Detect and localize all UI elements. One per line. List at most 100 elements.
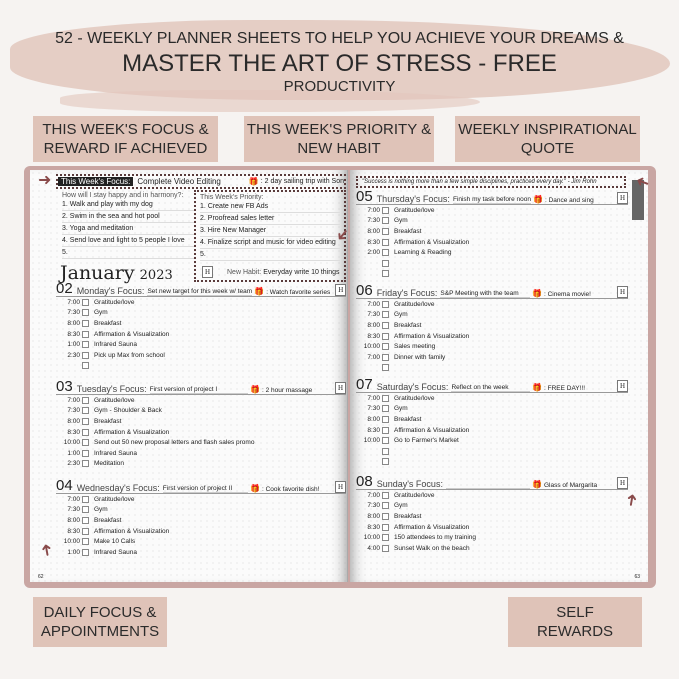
- appointment-checkbox[interactable]: [382, 534, 389, 542]
- appointment-checkbox[interactable]: [382, 544, 389, 552]
- appointment-time: 7:30: [367, 405, 380, 413]
- appointment-text: Affirmation & Visualization: [94, 330, 170, 338]
- appointment-time: 8:00: [367, 227, 380, 235]
- appointment-text: Breakfast: [394, 321, 422, 329]
- appointment-row: 7:00 Gratitude/love: [56, 494, 346, 505]
- appointment-checkbox[interactable]: [382, 415, 389, 423]
- appointment-checkbox[interactable]: [82, 407, 89, 415]
- appointment-time: 7:00: [367, 491, 380, 499]
- appointment-checkbox[interactable]: [382, 332, 389, 340]
- appointment-checkbox[interactable]: [382, 364, 389, 372]
- appointment-checkbox[interactable]: [382, 321, 389, 329]
- habit-value: Everyday write 10 things: [263, 268, 340, 276]
- appointment-checkbox[interactable]: [382, 227, 389, 235]
- habit-tracker-box: H: [617, 286, 628, 298]
- appointment-checkbox[interactable]: [82, 341, 89, 349]
- appointment-text: Sales meeting: [394, 343, 436, 351]
- page-number-left: 62: [38, 574, 44, 580]
- appointment-time: 8:30: [67, 428, 80, 436]
- appointment-checkbox[interactable]: [382, 458, 389, 466]
- appointment-text: Gratitude/love: [94, 298, 135, 306]
- appointment-text: Breakfast: [394, 512, 422, 520]
- appointment-row: [356, 446, 628, 457]
- appointment-time: 8:30: [367, 238, 380, 246]
- gift-icon: 🎁: [248, 177, 259, 186]
- appointment-checkbox[interactable]: [382, 426, 389, 434]
- appointment-checkbox[interactable]: [82, 538, 89, 546]
- happy-item: 5.: [62, 247, 194, 259]
- appointment-checkbox[interactable]: [82, 362, 89, 370]
- appointment-time: 7:30: [67, 506, 80, 514]
- appointment-time: 10:00: [63, 538, 80, 546]
- habit-tracker-box: H: [617, 477, 628, 489]
- appointment-time: 7:00: [67, 396, 80, 404]
- appointment-text: Gym: [94, 309, 108, 317]
- appointment-text: Breakfast: [94, 417, 122, 425]
- appointment-time: 10:00: [363, 534, 380, 542]
- appointment-checkbox[interactable]: [82, 396, 89, 404]
- appointment-checkbox[interactable]: [382, 502, 389, 510]
- year: 2023: [139, 268, 173, 283]
- appointment-checkbox[interactable]: [82, 460, 89, 468]
- appointment-checkbox[interactable]: [82, 319, 89, 327]
- appointment-checkbox[interactable]: [82, 449, 89, 457]
- appointment-row: 7:00 Gratitude/love: [356, 393, 628, 404]
- appointment-checkbox[interactable]: [382, 523, 389, 531]
- appointment-row: 7:30 Gym: [56, 308, 346, 319]
- appointment-checkbox[interactable]: [382, 300, 389, 308]
- label-focus: THIS WEEK'S FOCUS & REWARD IF ACHIEVED: [33, 116, 218, 162]
- appointment-checkbox[interactable]: [382, 491, 389, 499]
- appointment-checkbox[interactable]: [82, 351, 89, 359]
- appointment-checkbox[interactable]: [382, 437, 389, 445]
- appointment-checkbox[interactable]: [382, 259, 389, 267]
- appointment-row: 7:00 Gratitude/love: [356, 490, 628, 501]
- happy-item: 4. Send love and light to 5 people I lov…: [62, 235, 194, 247]
- appointment-checkbox[interactable]: [382, 270, 389, 278]
- appointment-checkbox[interactable]: [382, 405, 389, 413]
- header-line1: 52 - WEEKLY PLANNER SHEETS TO HELP YOU A…: [55, 30, 624, 47]
- appointment-checkbox[interactable]: [82, 417, 89, 425]
- day-section: 02 Monday's Focus: Set new target for this…: [56, 280, 346, 371]
- appointment-checkbox[interactable]: [82, 495, 89, 503]
- appointment-checkbox[interactable]: [382, 394, 389, 402]
- appointment-checkbox[interactable]: [382, 343, 389, 351]
- appointment-checkbox[interactable]: [82, 506, 89, 514]
- appointment-checkbox[interactable]: [382, 217, 389, 225]
- appointment-time: 2:30: [67, 460, 80, 468]
- appointment-row: 4:00 Sunset Walk on the beach: [356, 543, 628, 554]
- habit-tracker-box: H: [335, 382, 346, 394]
- appointment-time: 7:00: [367, 394, 380, 402]
- day-focus-value: First version of project II: [162, 485, 249, 493]
- appointment-checkbox[interactable]: [382, 512, 389, 520]
- appointment-text: Breakfast: [394, 227, 422, 235]
- appointment-checkbox[interactable]: [82, 439, 89, 447]
- priority-item: 4. Finalize script and music for video e…: [200, 237, 340, 249]
- appointment-text: Affirmation & Visualization: [394, 238, 470, 246]
- day-focus-label: Thursday's Focus:: [376, 194, 450, 204]
- appointment-text: Affirmation & Visualization: [94, 428, 170, 436]
- appointment-row: [356, 457, 628, 468]
- appointment-row: 8:00 Breakfast: [356, 414, 628, 425]
- appointment-time: 1:00: [67, 449, 80, 457]
- appointment-checkbox[interactable]: [382, 249, 389, 257]
- appointment-checkbox[interactable]: [82, 516, 89, 524]
- appointment-checkbox[interactable]: [382, 447, 389, 455]
- appointment-checkbox[interactable]: [382, 353, 389, 361]
- appointment-row: 10:00 Send out 50 new proposal letters an…: [56, 437, 346, 448]
- appointment-time: 7:00: [367, 206, 380, 214]
- appointment-checkbox[interactable]: [382, 238, 389, 246]
- appointment-checkbox[interactable]: [82, 428, 89, 436]
- habit-tracker-box: H: [617, 380, 628, 392]
- weekly-quote: "Success is nothing more than a few simp…: [356, 176, 626, 188]
- appointment-checkbox[interactable]: [82, 330, 89, 338]
- gift-icon: 🎁: [532, 195, 543, 204]
- appointment-checkbox[interactable]: [82, 527, 89, 535]
- appointment-checkbox[interactable]: [82, 309, 89, 317]
- appointment-checkbox[interactable]: [82, 548, 89, 556]
- week-focus-label: This Week's Focus:: [58, 177, 134, 186]
- appointment-checkbox[interactable]: [82, 298, 89, 306]
- appointment-checkbox[interactable]: [382, 206, 389, 214]
- appointment-checkbox[interactable]: [382, 311, 389, 319]
- appointment-text: Gym: [394, 502, 408, 510]
- appointment-time: 7:00: [367, 353, 380, 361]
